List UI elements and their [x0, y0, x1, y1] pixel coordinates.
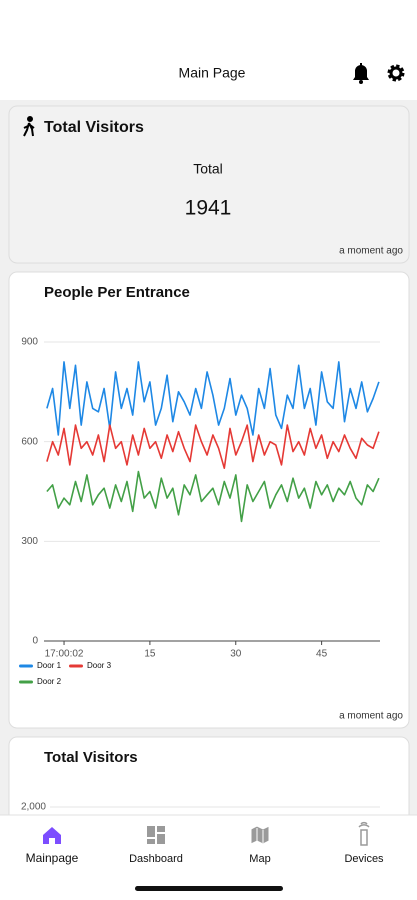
- legend-label[interactable]: Door 3: [87, 661, 112, 670]
- settings-icon[interactable]: [387, 64, 405, 82]
- updated-time: a moment ago: [339, 711, 403, 722]
- total-label: Total: [193, 161, 223, 177]
- app-bar: [0, 0, 417, 100]
- series-line: [46, 424, 380, 469]
- x-tick-label: 17:00:02: [45, 649, 84, 660]
- chart-title: Total Visitors: [44, 749, 138, 766]
- y-tick-label: 600: [21, 436, 38, 447]
- nav-label[interactable]: Map: [249, 853, 270, 865]
- legend-label[interactable]: Door 2: [37, 677, 62, 686]
- y-tick-label: 2,000: [21, 802, 46, 813]
- bell-icon[interactable]: [353, 63, 369, 84]
- nav-item[interactable]: Dashboard: [129, 826, 183, 865]
- nav-label[interactable]: Mainpage: [26, 851, 79, 865]
- legend-swatch[interactable]: [19, 680, 33, 684]
- series-line: [46, 470, 380, 523]
- nav-item[interactable]: Map: [249, 825, 271, 865]
- home-indicator: [135, 886, 283, 891]
- nav-icon: [147, 826, 165, 844]
- card-title: Total Visitors: [44, 119, 144, 136]
- nav-icon: [358, 821, 370, 846]
- x-tick-label: 30: [230, 649, 242, 660]
- chart: 0 300 600 900 17:00:02 15 30 45 Door 1 Door 3 Door…: [19, 337, 380, 686]
- y-tick-label: 900: [21, 337, 38, 348]
- nav-label[interactable]: Devices: [344, 853, 384, 865]
- walk-icon: [23, 116, 35, 137]
- nav-item[interactable]: Mainpage: [26, 827, 79, 865]
- x-tick-label: 45: [316, 649, 328, 660]
- nav-icon: [250, 825, 270, 845]
- nav-label[interactable]: Dashboard: [129, 853, 183, 865]
- bottom-nav: [0, 815, 417, 900]
- legend-swatch[interactable]: [19, 664, 33, 668]
- entrance-card: [8, 271, 410, 729]
- page-title: Main Page: [179, 65, 246, 81]
- nav-items: Mainpage Dashboard Map Devices: [26, 821, 384, 865]
- updated-time: a moment ago: [339, 246, 403, 257]
- plots: 0 300 600 900 17:00:02 15 30 45 Door 1 Door 3 Door…: [19, 337, 380, 813]
- chart-title: People Per Entrance: [44, 284, 190, 301]
- series-line: [46, 361, 380, 436]
- legend-label[interactable]: Door 1: [37, 661, 62, 670]
- chart: 2,000: [21, 802, 380, 813]
- nav-icon: [43, 827, 61, 844]
- y-tick-label: 300: [21, 536, 38, 547]
- total-value: 1941: [185, 197, 232, 220]
- nav-item[interactable]: Devices: [344, 821, 384, 865]
- visitors-card: [8, 105, 410, 264]
- y-tick-label: 0: [32, 636, 38, 647]
- x-tick-label: 15: [144, 649, 156, 660]
- legend-swatch[interactable]: [69, 664, 83, 668]
